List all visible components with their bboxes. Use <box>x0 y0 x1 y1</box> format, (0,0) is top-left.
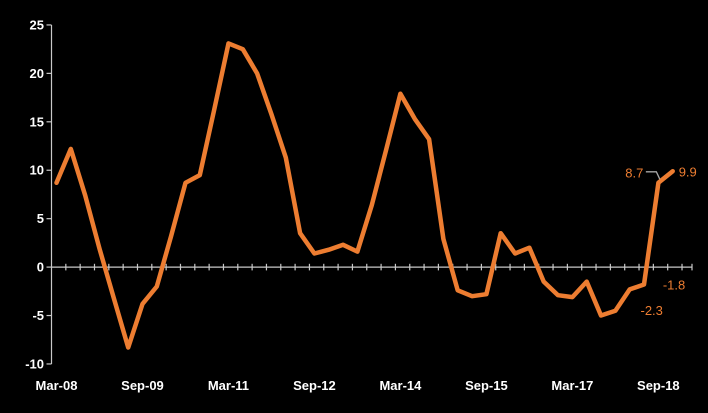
x-axis-tick-label: Mar-14 <box>379 378 422 393</box>
x-axis-tick-label: Mar-17 <box>551 378 593 393</box>
x-axis-tick-label: Sep-09 <box>121 378 164 393</box>
x-axis-tick-label: Mar-08 <box>36 378 78 393</box>
y-axis-tick-label: -10 <box>25 356 44 371</box>
series-line <box>54 41 675 350</box>
y-axis-tick-label: 15 <box>30 114 44 129</box>
y-axis-tick-label: 5 <box>37 211 44 226</box>
x-axis-tick-label: Mar-11 <box>208 378 249 393</box>
y-axis-tick-label: 10 <box>30 163 44 178</box>
data-point-label: -2.3 <box>640 303 662 318</box>
y-axis-tick-label: -5 <box>32 308 44 323</box>
x-axis-tick-label: Sep-18 <box>637 378 680 393</box>
data-point-label: 9.9 <box>679 165 697 180</box>
x-axis-tick-label: Sep-15 <box>465 378 508 393</box>
y-axis-tick-label: 25 <box>30 17 44 32</box>
data-label-leader-line <box>645 171 661 180</box>
y-axis-tick-label: 0 <box>37 260 44 275</box>
data-point-label: 8.7 <box>625 165 643 180</box>
x-axis-tick-label: Sep-12 <box>293 378 336 393</box>
y-axis-tick-label: 20 <box>30 66 44 81</box>
data-point-label: -1.8 <box>663 278 685 293</box>
